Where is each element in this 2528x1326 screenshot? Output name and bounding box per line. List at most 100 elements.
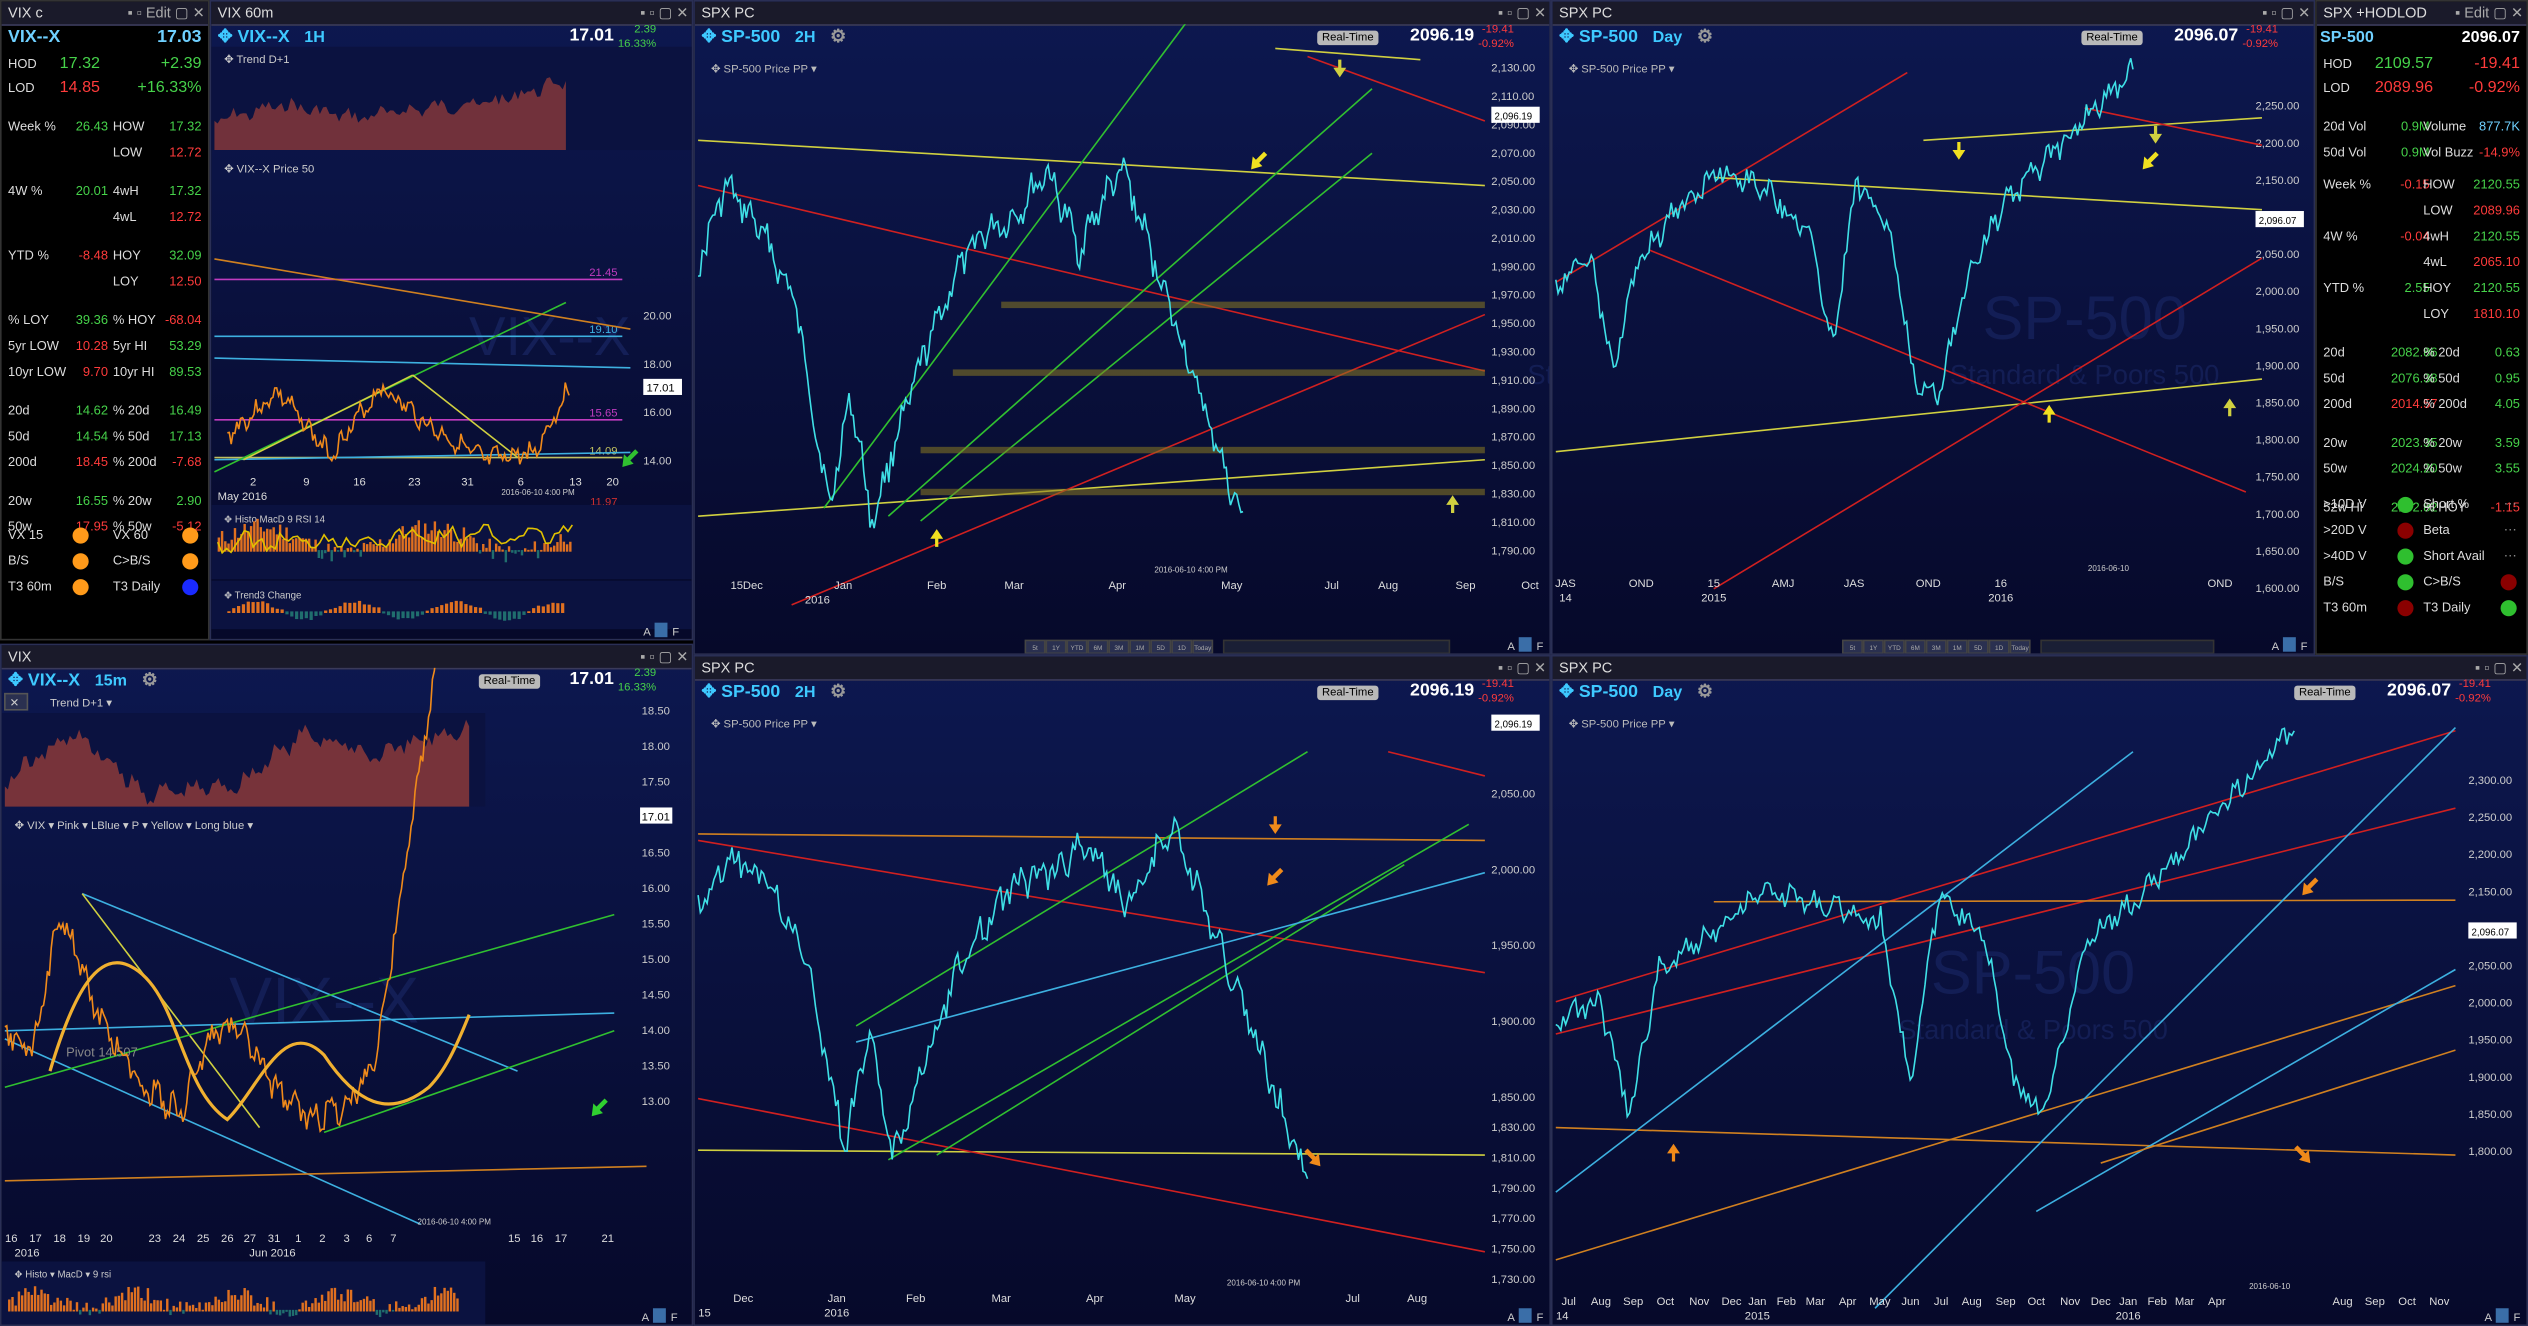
- trend-line[interactable]: [855, 871, 1486, 1043]
- period-button[interactable]: [2009, 639, 2031, 654]
- period-button[interactable]: [1171, 639, 1193, 654]
- period-button[interactable]: [1883, 639, 1905, 654]
- trend-line[interactable]: [1649, 249, 2247, 493]
- gear-icon[interactable]: ⚙: [141, 671, 158, 691]
- trend-line[interactable]: [214, 451, 631, 461]
- scrollbar[interactable]: [2040, 639, 2215, 654]
- spx2h-bot-interval[interactable]: 2H: [794, 683, 816, 702]
- trend-line[interactable]: [1555, 71, 1908, 283]
- gear-icon[interactable]: ⚙: [1696, 682, 1713, 702]
- period-button-label[interactable]: 3M: [1932, 645, 1941, 652]
- trend-line[interactable]: [1555, 729, 2456, 1003]
- symbol-search-icon[interactable]: ✥: [701, 27, 717, 47]
- period-button-label[interactable]: 1Y: [1869, 645, 1878, 652]
- axis-mode-log-button[interactable]: [2495, 1308, 2509, 1323]
- spx2h-top-symbol[interactable]: SP-500: [721, 27, 781, 47]
- period-button[interactable]: [1108, 639, 1130, 654]
- period-button[interactable]: [1024, 639, 1046, 654]
- spxday-top-titlebar[interactable]: SPX PC ▪ ▫ ▢ ✕: [1552, 1, 2314, 26]
- trend-line[interactable]: [936, 863, 1405, 1156]
- spx2h-top-titlebar[interactable]: SPX PC ▪ ▫ ▢ ✕: [694, 1, 1550, 26]
- vix15-chart-svg[interactable]: ✕ Trend D+1 ▾ ✥ VIX ▾ Pink ▾ LBlue ▾ P ▾ Y…: [1, 667, 694, 1326]
- spx-2h-top-chart-panel[interactable]: SPX PC ▪ ▫ ▢ ✕ ✥ SP-500 2H ⚙ Real-Time 2…: [693, 0, 1551, 655]
- gear-icon[interactable]: ⚙: [830, 27, 847, 47]
- period-button[interactable]: [1967, 639, 1989, 654]
- trend-line[interactable]: [823, 24, 1195, 509]
- spxday-top-chart-svg[interactable]: ✥ SP-500 Price PP ▾ SP-500 Standard & Poor…: [1553, 24, 2316, 655]
- trend-line[interactable]: [2035, 968, 2456, 1213]
- period-button[interactable]: [1066, 639, 1088, 654]
- vix15-titlebar[interactable]: VIX ▪ ▫ ▢ ✕: [1, 645, 692, 670]
- trend-line[interactable]: [920, 152, 1373, 522]
- spx2h-bot-titlebar[interactable]: SPX PC ▪ ▫ ▢ ✕: [694, 656, 1550, 681]
- dots-icon[interactable]: ⋯: [2503, 548, 2517, 563]
- trend-line[interactable]: [698, 139, 1485, 187]
- trend-line[interactable]: [81, 892, 518, 1072]
- period-button-label[interactable]: 1D: [1995, 645, 2004, 652]
- period-button[interactable]: [1129, 639, 1151, 654]
- vix15-symbol[interactable]: VIX--X: [27, 671, 81, 691]
- axis-mode-log-button[interactable]: [1518, 637, 1532, 652]
- period-button-label[interactable]: 3M: [1114, 645, 1123, 652]
- axis-mode-log-button[interactable]: [654, 622, 668, 638]
- period-button-label[interactable]: Today: [2012, 645, 2030, 652]
- window-buttons[interactable]: ▪ ▫ ▢ ✕: [640, 648, 689, 665]
- scrollbar[interactable]: [1222, 639, 1451, 654]
- trend-line[interactable]: [697, 184, 1486, 372]
- close-pane-icon[interactable]: [4, 692, 29, 711]
- symbol-search-icon[interactable]: ✥: [701, 682, 717, 702]
- period-button[interactable]: [1150, 639, 1172, 654]
- trend-line[interactable]: [4, 1012, 615, 1032]
- symbol-search-icon[interactable]: ✥: [1559, 27, 1574, 47]
- axis-mode-log-button[interactable]: [652, 1308, 666, 1323]
- period-button-label[interactable]: YTD: [1071, 645, 1084, 652]
- period-button-label[interactable]: YTD: [1888, 645, 1901, 652]
- spx-watchlist-titlebar[interactable]: SPX +HODLOD ▪ Edit ▢ ✕: [2316, 1, 2527, 26]
- trend-line[interactable]: [698, 833, 1485, 842]
- vix60-titlebar[interactable]: VIX 60m ▪ ▫ ▢ ✕: [211, 1, 692, 26]
- spxday-top-symbol[interactable]: SP-500: [1578, 27, 1639, 47]
- vix15-interval[interactable]: 15m: [94, 672, 127, 691]
- trend-line[interactable]: [698, 1149, 1485, 1156]
- trend-line[interactable]: [887, 823, 1470, 1161]
- dots-icon[interactable]: ⋯: [2503, 522, 2517, 538]
- spxday-bot-interval[interactable]: Day: [1652, 683, 1683, 702]
- period-button-label[interactable]: 1M: [1135, 645, 1144, 652]
- window-buttons[interactable]: ▪ ▫ ▢ ✕: [640, 4, 689, 21]
- period-button-label[interactable]: 1Y: [1052, 645, 1061, 652]
- trend-line[interactable]: [412, 374, 519, 458]
- spx-day-top-chart-panel[interactable]: SPX PC ▪ ▫ ▢ ✕ ✥ SP-500 Day ⚙ Real-Time …: [1550, 0, 2316, 655]
- spxday-bot-titlebar[interactable]: SPX PC ▪ ▫ ▢ ✕: [1552, 656, 2527, 681]
- axis-mode-log-button[interactable]: [2282, 637, 2296, 652]
- period-button-label[interactable]: 1M: [1953, 645, 1962, 652]
- trend-line[interactable]: [1555, 378, 2263, 453]
- vix-60m-chart-panel[interactable]: VIX 60m ▪ ▫ ▢ ✕ ✥ VIX--X 1H 17.01 2.39 1…: [209, 0, 694, 641]
- period-button[interactable]: [1946, 639, 1968, 654]
- spxday-top-symbol-bar[interactable]: ✥ SP-500 Day ⚙: [1559, 26, 1713, 49]
- vix60-interval[interactable]: 1H: [304, 29, 325, 47]
- trend-line[interactable]: [214, 357, 631, 369]
- trend-line[interactable]: [1555, 984, 2456, 1261]
- trend-line[interactable]: [1923, 116, 2263, 142]
- period-button[interactable]: [1862, 639, 1884, 654]
- period-button-label[interactable]: 5t: [1032, 645, 1038, 652]
- vix60-chart-svg[interactable]: ✥ Trend D+1✥ VIX--X Price 50 12.0014.001…: [211, 24, 693, 640]
- period-button[interactable]: [1904, 639, 1926, 654]
- vix-15m-chart-panel[interactable]: VIX ▪ ▫ ▢ ✕ ✥ VIX--X 15m ⚙ Real-Time 17.…: [0, 643, 694, 1326]
- window-buttons[interactable]: ▪ ▫ ▢ ✕: [2474, 659, 2524, 676]
- gear-icon[interactable]: ⚙: [830, 682, 847, 702]
- spx-2h-bottom-chart-panel[interactable]: SPX PC ▪ ▫ ▢ ✕ ✥ SP-500 2H ⚙ Real-Time 2…: [693, 654, 1551, 1326]
- vix60-symbol[interactable]: VIX--X: [237, 27, 290, 47]
- trend-line[interactable]: [1713, 257, 2263, 590]
- trend-line[interactable]: [1387, 750, 1486, 777]
- vix-watchlist-titlebar[interactable]: VIX c ▪ ▫ Edit ▢ ✕: [1, 1, 208, 26]
- gear-icon[interactable]: ⚙: [1696, 27, 1713, 47]
- period-button-label[interactable]: 5D: [1974, 645, 1983, 652]
- trend-line[interactable]: [791, 313, 1486, 606]
- dots-icon[interactable]: ⋯: [2503, 496, 2517, 512]
- window-buttons[interactable]: ▪ ▫ ▢ ✕: [1497, 4, 1547, 21]
- period-button-label[interactable]: 5t: [1850, 645, 1856, 652]
- period-button[interactable]: [1841, 639, 1863, 654]
- vix60-symbol-bar[interactable]: ✥ VIX--X 1H: [218, 26, 325, 49]
